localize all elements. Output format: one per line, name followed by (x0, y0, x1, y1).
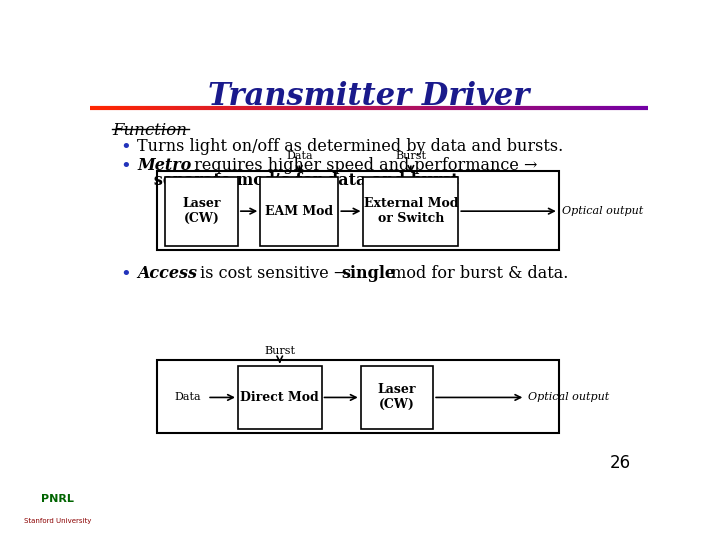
Bar (157, 171, 559, 250)
Bar (157, 360, 559, 433)
Text: •: • (121, 157, 132, 175)
Text: Stanford University: Stanford University (24, 518, 91, 524)
Text: is cost sensitive →: is cost sensitive → (195, 265, 352, 282)
Text: External Mod
or Switch: External Mod or Switch (364, 197, 458, 225)
Text: Data: Data (174, 393, 201, 402)
Text: Optical output: Optical output (528, 393, 609, 402)
Text: PNRL: PNRL (41, 495, 74, 504)
Text: Metro: Metro (138, 157, 192, 174)
Text: Function: Function (112, 122, 187, 139)
Text: single: single (341, 265, 395, 282)
Bar (166, 177, 238, 246)
Text: Burst: Burst (264, 346, 295, 356)
Text: Burst: Burst (395, 151, 426, 161)
Text: mod for burst & data.: mod for burst & data. (386, 265, 568, 282)
Text: •: • (121, 265, 132, 283)
Bar (238, 366, 322, 429)
Text: Transmitter Driver: Transmitter Driver (208, 82, 530, 112)
Text: Turns light on/off as determined by data and bursts.: Turns light on/off as determined by data… (138, 138, 564, 154)
Text: Optical output: Optical output (562, 206, 643, 216)
Text: Laser
(CW): Laser (CW) (378, 383, 416, 411)
Bar (361, 366, 433, 429)
Text: 26: 26 (610, 454, 631, 472)
Text: separate mod’s for data and burst: separate mod’s for data and burst (138, 172, 459, 189)
Text: Direct Mod: Direct Mod (240, 391, 319, 404)
Text: Laser
(CW): Laser (CW) (182, 197, 221, 225)
Bar (260, 177, 338, 246)
Text: •: • (121, 138, 132, 156)
Text: Access: Access (138, 265, 197, 282)
Text: requires higher speed and performance →: requires higher speed and performance → (189, 157, 538, 174)
Text: Data: Data (286, 151, 312, 161)
Bar (364, 177, 459, 246)
Text: EAM Mod: EAM Mod (265, 205, 333, 218)
